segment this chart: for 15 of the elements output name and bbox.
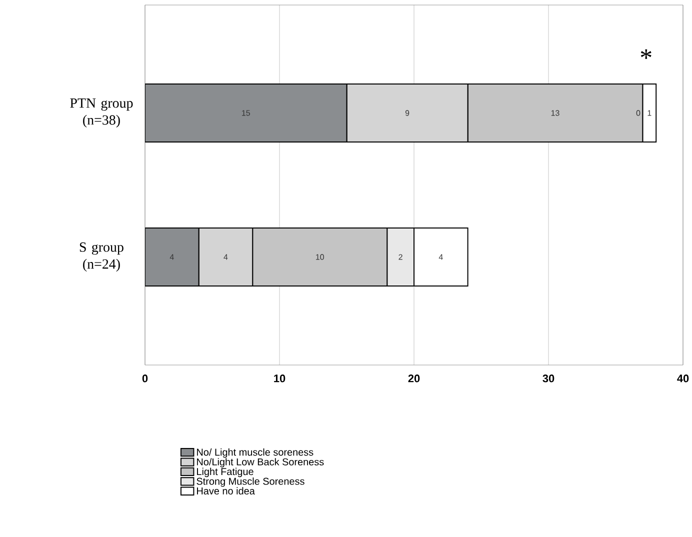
legend-label: No/ Light muscle soreness	[197, 448, 314, 458]
bar	[145, 84, 348, 143]
annotation: *	[640, 49, 652, 59]
bar	[145, 228, 200, 287]
x-tick-label: 30	[542, 374, 554, 382]
legend-label: Strong Muscle Soreness	[196, 477, 304, 487]
legend-label: Have no idea	[197, 487, 255, 494]
y-tick-label: PTN group (n=38)	[70, 98, 133, 128]
y-tick-label: S group (n=24)	[80, 242, 124, 272]
x-tick-label: 10	[274, 374, 286, 382]
legend-label: Light Fatigue	[197, 468, 254, 478]
x-tick-label: 20	[408, 374, 420, 382]
x-tick-label: 0	[142, 374, 148, 382]
legend-label: No/Light Low Back Soreness	[197, 458, 324, 468]
x-tick-label: 40	[677, 374, 689, 382]
